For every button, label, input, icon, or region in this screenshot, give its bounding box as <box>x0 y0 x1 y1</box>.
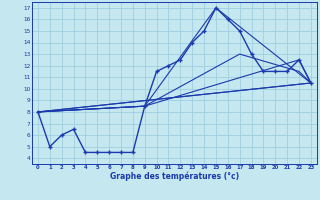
X-axis label: Graphe des températures (°c): Graphe des températures (°c) <box>110 172 239 181</box>
